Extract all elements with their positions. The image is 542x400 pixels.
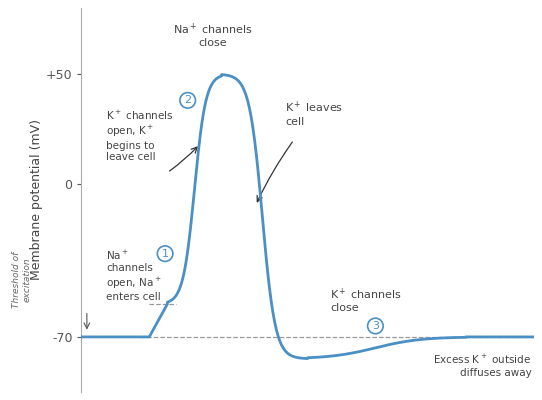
Text: Excess K$^+$ outside
diffuses away: Excess K$^+$ outside diffuses away bbox=[434, 353, 531, 378]
Text: 3: 3 bbox=[372, 321, 379, 331]
Y-axis label: Membrane potential (mV): Membrane potential (mV) bbox=[30, 120, 43, 280]
Text: K$^+$ leaves
cell: K$^+$ leaves cell bbox=[285, 100, 343, 127]
Text: 1: 1 bbox=[162, 249, 169, 259]
Text: K$^+$ channels
close: K$^+$ channels close bbox=[330, 286, 402, 313]
Text: Threshold of
excitation: Threshold of excitation bbox=[12, 252, 31, 308]
Text: Na$^+$ channels
close: Na$^+$ channels close bbox=[173, 22, 253, 48]
Text: K$^+$ channels
open, K$^+$
begins to
leave cell: K$^+$ channels open, K$^+$ begins to lea… bbox=[106, 108, 174, 162]
Text: Na$^+$
channels
open, Na$^+$
enters cell: Na$^+$ channels open, Na$^+$ enters cell bbox=[106, 249, 162, 302]
Text: 2: 2 bbox=[184, 95, 191, 105]
